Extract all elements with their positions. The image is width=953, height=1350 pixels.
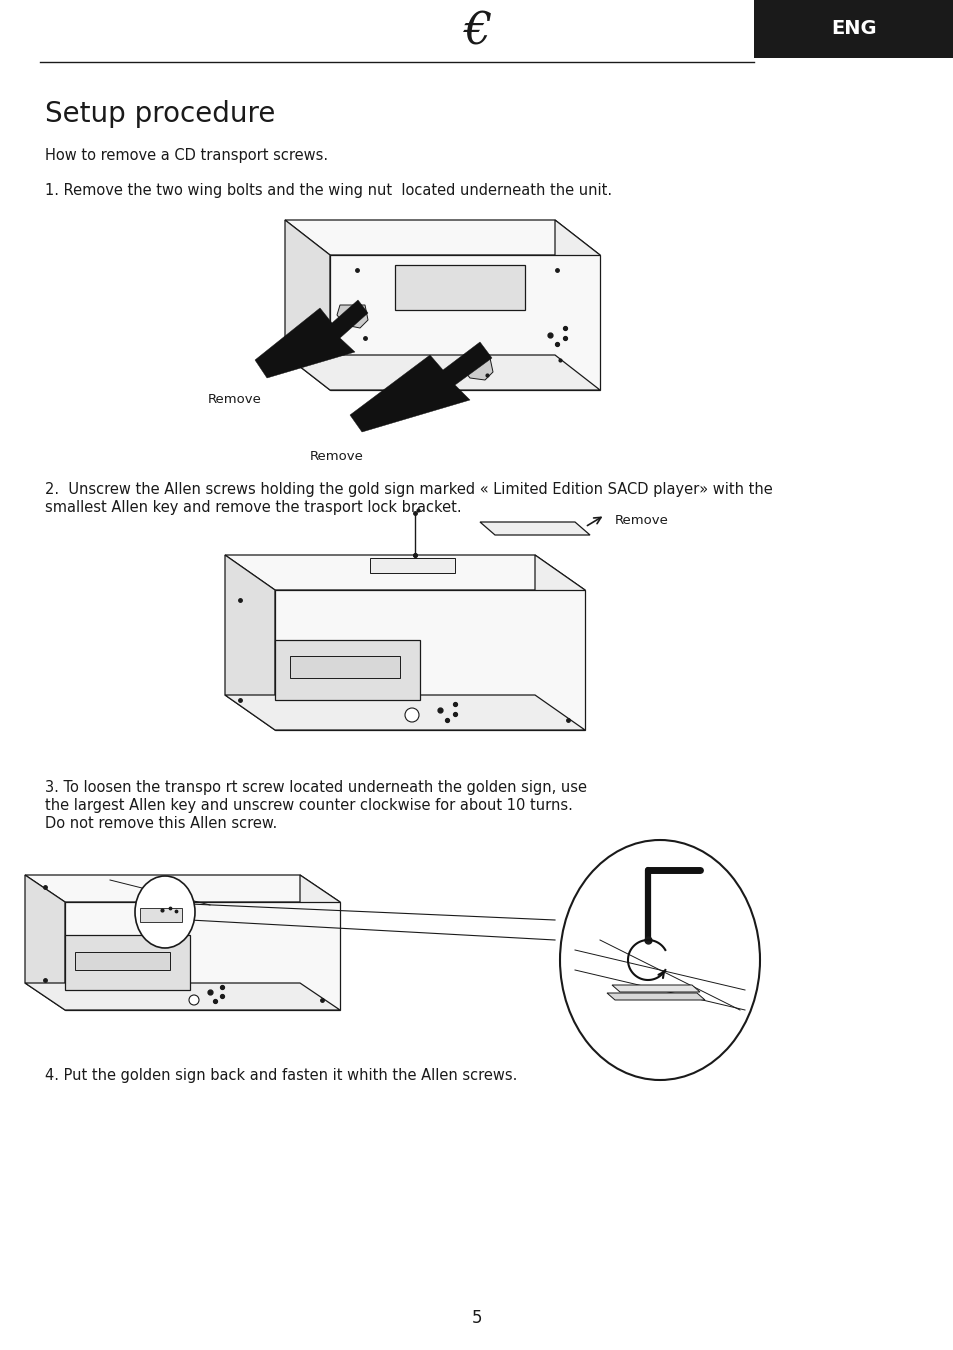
Polygon shape xyxy=(285,355,599,390)
Polygon shape xyxy=(535,555,584,730)
Text: 4. Put the golden sign back and fasten it whith the Allen screws.: 4. Put the golden sign back and fasten i… xyxy=(45,1068,517,1083)
Polygon shape xyxy=(285,220,599,255)
Text: ENG: ENG xyxy=(830,19,876,39)
Polygon shape xyxy=(225,555,584,590)
Polygon shape xyxy=(350,342,492,432)
Bar xyxy=(753,0,953,58)
Polygon shape xyxy=(370,558,455,572)
Text: Do not remove this Allen screw.: Do not remove this Allen screw. xyxy=(45,815,277,832)
Polygon shape xyxy=(65,902,339,1010)
Ellipse shape xyxy=(135,876,194,948)
Text: €: € xyxy=(462,11,491,54)
Polygon shape xyxy=(225,695,584,730)
Text: smallest Allen key and remove the trasport lock bracket.: smallest Allen key and remove the traspo… xyxy=(45,500,461,514)
Text: the largest Allen key and unscrew counter clockwise for about 10 turns.: the largest Allen key and unscrew counte… xyxy=(45,798,572,813)
Text: Remove: Remove xyxy=(208,393,262,406)
Polygon shape xyxy=(25,875,339,902)
Bar xyxy=(395,265,524,310)
Text: 2.  Unscrew the Allen screws holding the gold sign marked « Limited Edition SACD: 2. Unscrew the Allen screws holding the … xyxy=(45,482,772,497)
Text: 5: 5 xyxy=(471,1310,482,1327)
Circle shape xyxy=(405,707,418,722)
Text: Remove: Remove xyxy=(310,450,363,463)
Polygon shape xyxy=(25,875,65,1010)
Polygon shape xyxy=(254,300,368,378)
Bar xyxy=(140,909,182,922)
Text: 3. To loosen the transpo rt screw located underneath the golden sign, use: 3. To loosen the transpo rt screw locate… xyxy=(45,780,586,795)
Ellipse shape xyxy=(559,840,760,1080)
Text: 1. Remove the two wing bolts and the wing nut  located underneath the unit.: 1. Remove the two wing bolts and the win… xyxy=(45,184,612,198)
Text: Setup procedure: Setup procedure xyxy=(45,100,275,128)
Polygon shape xyxy=(479,522,589,535)
Polygon shape xyxy=(274,640,419,701)
Text: Remove: Remove xyxy=(615,513,668,526)
Polygon shape xyxy=(299,875,339,1010)
Text: How to remove a CD transport screws.: How to remove a CD transport screws. xyxy=(45,148,328,163)
Bar xyxy=(75,952,170,971)
Polygon shape xyxy=(330,255,599,390)
Polygon shape xyxy=(336,305,368,328)
Polygon shape xyxy=(555,220,599,390)
Polygon shape xyxy=(606,994,704,1000)
Polygon shape xyxy=(612,986,700,992)
Polygon shape xyxy=(65,936,190,990)
Polygon shape xyxy=(461,358,493,379)
Bar xyxy=(290,656,399,678)
Circle shape xyxy=(189,995,199,1004)
Polygon shape xyxy=(274,590,584,730)
Polygon shape xyxy=(25,983,339,1010)
Polygon shape xyxy=(225,555,274,730)
Polygon shape xyxy=(285,220,330,390)
